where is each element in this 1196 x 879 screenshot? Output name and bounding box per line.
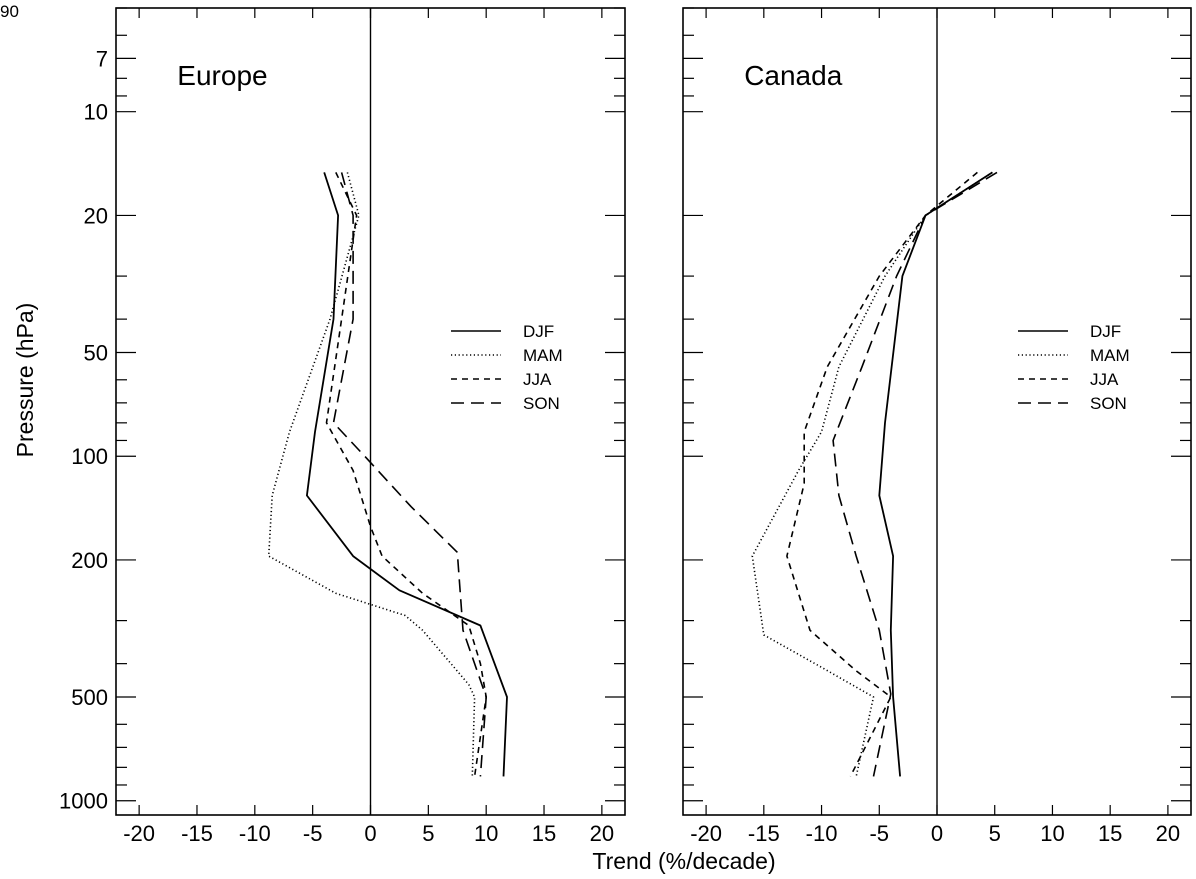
- series-line-mam: [267, 172, 476, 777]
- y-tick-label: 20: [84, 203, 108, 228]
- legend-label: DJF: [1090, 322, 1121, 341]
- x-tick-label: -10: [239, 821, 271, 846]
- legend-label: JJA: [523, 370, 552, 389]
- x-tick-label: -5: [869, 821, 889, 846]
- x-tick-label: -15: [748, 821, 780, 846]
- series-line-djf: [305, 172, 508, 777]
- panel-canada: -20 -15 -10 -5 0 5 10 15 20 Canada DJF MAM JJA SON: [682, 7, 1192, 846]
- y-tick-label: 100: [71, 444, 108, 469]
- x-tick-label: 10: [474, 821, 498, 846]
- x-tick-label: 5: [989, 821, 1001, 846]
- y-tick-label: 10: [84, 100, 108, 125]
- y-tick-label: 500: [71, 685, 108, 710]
- series-line-jja: [325, 172, 488, 777]
- legend-label: MAM: [523, 346, 563, 365]
- x-tick-label: -20: [123, 821, 155, 846]
- x-tick-label: 0: [931, 821, 943, 846]
- legend-label: JJA: [1090, 370, 1119, 389]
- legend-label: MAM: [1090, 346, 1130, 365]
- legend-label: SON: [523, 394, 560, 413]
- page-number-fragment: 90: [0, 2, 19, 21]
- panel-title: Canada: [744, 60, 843, 91]
- x-tick-label: 15: [532, 821, 556, 846]
- x-tick-label: 10: [1040, 821, 1064, 846]
- x-tick-label: 5: [422, 821, 434, 846]
- legend-label: SON: [1090, 394, 1127, 413]
- panel-title: Europe: [177, 60, 267, 91]
- x-tick-label: -10: [806, 821, 838, 846]
- x-tick-label: 0: [364, 821, 376, 846]
- series-line-jja: [786, 171, 978, 777]
- series-line-son: [332, 172, 488, 777]
- x-tick-label: -5: [303, 821, 323, 846]
- y-tick-label: 50: [84, 341, 108, 366]
- y-tick-label: 200: [71, 548, 108, 573]
- series-line-djf: [878, 171, 993, 777]
- y-tick-label: 1000: [59, 789, 108, 814]
- x-tick-label: 20: [590, 821, 614, 846]
- y-axis-label: Pressure (hPa): [12, 303, 38, 458]
- y-tick-label: 7: [96, 46, 108, 71]
- panel-europe: -20 -15 -10 -5 0 5 10 15 20 7 10 20 50 100 200 500 1000 E…: [59, 7, 626, 846]
- x-tick-label: -20: [690, 821, 722, 846]
- x-tick-label: 15: [1098, 821, 1122, 846]
- legend-label: DJF: [523, 322, 554, 341]
- x-tick-label: 20: [1156, 821, 1180, 846]
- x-axis-label: Trend (%/decade): [592, 848, 775, 874]
- series-line-son: [832, 171, 998, 777]
- series-line-mam: [751, 171, 993, 777]
- x-tick-label: -15: [181, 821, 213, 846]
